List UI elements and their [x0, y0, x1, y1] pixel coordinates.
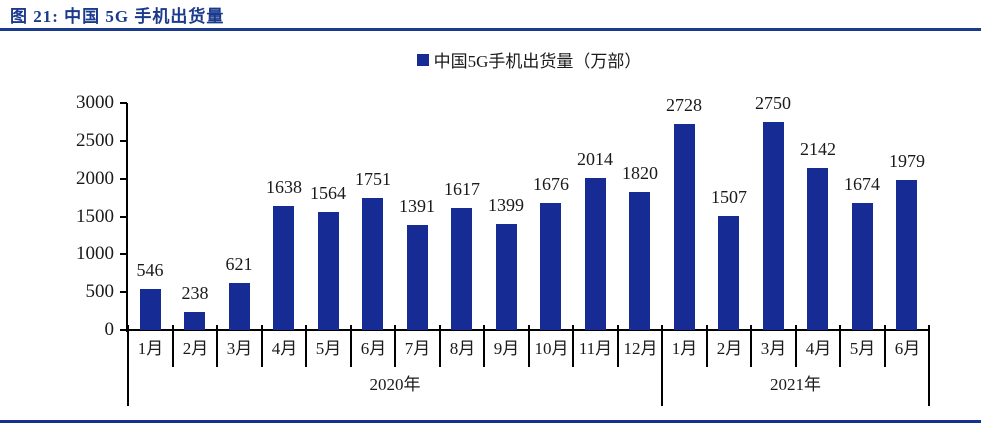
month-tick-label: 10月 — [534, 339, 569, 358]
bar-value-label: 1638 — [266, 177, 302, 197]
month-tick-label: 8月 — [449, 339, 476, 358]
bar-value-label: 1391 — [399, 196, 435, 216]
month-tick-label: 11月 — [578, 339, 613, 358]
bar — [318, 212, 339, 330]
category-divider — [839, 325, 841, 367]
bar — [585, 178, 606, 330]
category-divider — [172, 325, 174, 367]
month-tick-label: 3月 — [760, 339, 787, 358]
bar-value-label: 1564 — [310, 183, 346, 203]
bar — [140, 289, 161, 330]
month-tick-label: 4月 — [271, 339, 298, 358]
month-tick-label: 5月 — [849, 339, 876, 358]
month-tick-label: 2月 — [182, 339, 209, 358]
bar-value-label: 1507 — [711, 187, 747, 207]
month-tick-label: 7月 — [404, 339, 431, 358]
category-divider — [661, 325, 663, 406]
category-divider — [127, 325, 129, 406]
y-tick-label: 2000 — [76, 168, 114, 189]
bar-value-label: 1820 — [622, 163, 658, 183]
y-tick — [120, 102, 127, 104]
year-group-label: 2021年 — [770, 375, 821, 394]
bar-value-label: 1979 — [889, 151, 925, 171]
bar-value-label: 2750 — [755, 93, 791, 113]
month-tick-label: 6月 — [894, 339, 921, 358]
y-tick-label: 0 — [104, 319, 115, 340]
month-tick-label: 9月 — [493, 339, 520, 358]
legend-swatch-icon — [416, 53, 429, 66]
bar-value-label: 238 — [181, 283, 209, 303]
bar-value-label: 1399 — [488, 195, 524, 215]
month-tick-label: 1月 — [137, 339, 164, 358]
bar-value-label: 2728 — [666, 95, 702, 115]
bar — [896, 180, 917, 330]
y-tick — [120, 253, 127, 255]
month-tick-label: 3月 — [226, 339, 253, 358]
month-tick-label: 6月 — [360, 339, 387, 358]
bar — [362, 198, 383, 330]
bar — [496, 224, 517, 330]
y-tick — [120, 140, 127, 142]
y-tick-label: 500 — [85, 281, 115, 302]
bar-value-label: 621 — [225, 254, 253, 274]
bar — [807, 168, 828, 330]
bar — [674, 124, 695, 330]
category-divider — [305, 325, 307, 367]
bar — [451, 208, 472, 330]
y-tick-label: 1500 — [76, 206, 114, 227]
category-divider — [216, 325, 218, 367]
y-tick — [120, 216, 127, 218]
year-group-label: 2020年 — [369, 375, 421, 394]
category-divider — [750, 325, 752, 367]
legend-label: 中国5G手机出货量（万部） — [433, 52, 642, 71]
bar-value-label: 1674 — [844, 174, 880, 194]
category-divider — [706, 325, 708, 367]
category-divider — [350, 325, 352, 367]
y-axis-line — [126, 103, 128, 332]
category-divider — [394, 325, 396, 367]
bar-value-label: 1676 — [533, 174, 569, 194]
category-divider — [572, 325, 574, 367]
y-tick-label: 1000 — [76, 243, 114, 264]
title-underline — [0, 28, 981, 31]
bar — [540, 203, 561, 330]
category-divider — [261, 325, 263, 367]
chart-legend: 中国5G手机出货量（万部） — [128, 47, 930, 72]
category-divider — [617, 325, 619, 367]
bottom-rule — [0, 420, 981, 423]
category-divider — [795, 325, 797, 367]
bar-value-label: 546 — [136, 260, 164, 280]
bar — [718, 216, 739, 330]
bar-value-label: 2142 — [800, 139, 836, 159]
month-tick-label: 1月 — [671, 339, 698, 358]
bar-value-label: 1751 — [355, 169, 391, 189]
bar — [763, 122, 784, 330]
bar-value-label: 1617 — [444, 179, 480, 199]
bar — [407, 225, 428, 330]
category-divider — [884, 325, 886, 367]
bar — [852, 203, 873, 330]
figure-title: 图 21: 中国 5G 手机出货量 — [10, 7, 225, 26]
category-divider — [528, 325, 530, 367]
category-divider — [483, 325, 485, 367]
y-tick — [120, 178, 127, 180]
y-tick — [120, 291, 127, 293]
y-tick-label: 2500 — [76, 130, 114, 151]
bar-value-label: 2014 — [577, 149, 613, 169]
y-tick — [120, 329, 127, 331]
category-divider — [439, 325, 441, 367]
month-tick-label: 2月 — [716, 339, 743, 358]
bar — [229, 283, 250, 330]
y-tick-label: 3000 — [76, 92, 114, 113]
bar — [273, 206, 294, 330]
category-divider — [928, 325, 930, 406]
month-tick-label: 12月 — [623, 339, 658, 358]
month-tick-label: 5月 — [315, 339, 342, 358]
bar — [629, 192, 650, 330]
bar — [184, 312, 205, 330]
month-tick-label: 4月 — [805, 339, 832, 358]
